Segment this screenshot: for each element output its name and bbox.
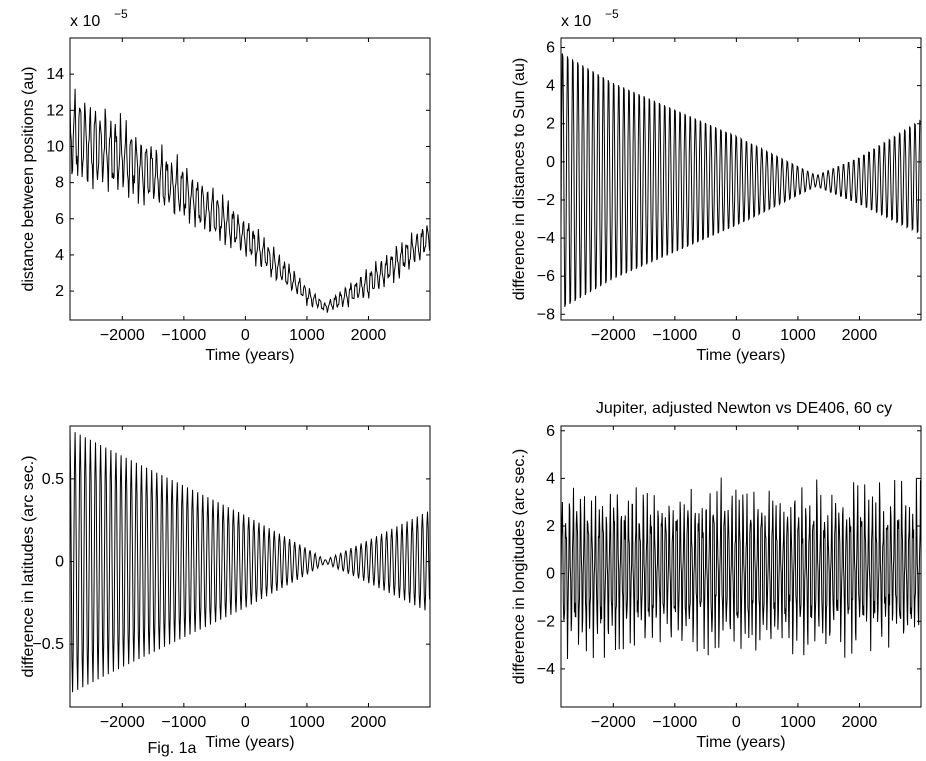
x-axis-label-p3: Time (years) <box>205 734 294 751</box>
x-tick-label-p4: −2000 <box>591 714 636 731</box>
x-tick-label-p2: 2000 <box>842 327 878 344</box>
y-tick-label-p3: −0.5 <box>32 636 64 653</box>
chart-p3: −2000 −1000 0 1000 2000 −0.5 0 0.5 Time (years) d… <box>20 425 431 751</box>
y-tick-label-p1: 4 <box>55 247 64 264</box>
series-line-p4 <box>561 477 921 660</box>
x-tick-label-p2: −2000 <box>591 327 636 344</box>
x-tick-label-p1: 1000 <box>289 327 325 344</box>
axes-frame-p2 <box>560 37 922 321</box>
x-tick-label-p1: 0 <box>241 327 250 344</box>
series-line-p3 <box>70 429 430 693</box>
y-tick-label-p4: 4 <box>546 470 555 487</box>
x-tick-label-p2: 1000 <box>780 327 816 344</box>
y-tick-label-p1: 14 <box>46 66 64 83</box>
x-tick-label-p3: −2000 <box>100 714 145 731</box>
figure-caption: Fig. 1a <box>148 740 197 757</box>
y-tick-label-p1: 6 <box>55 211 64 228</box>
x-tick-label-p3: −1000 <box>161 714 206 731</box>
y-tick-label-p2: 0 <box>546 154 555 171</box>
x-axis-label-p1: Time (years) <box>205 347 294 364</box>
exponent-power-p1: −5 <box>114 7 128 21</box>
exponent-label-p2: x 10 <box>561 13 591 30</box>
x-axis-label-p4: Time (years) <box>696 734 785 751</box>
chart-p2: −2000 −1000 0 1000 2000 −8 −6 −4 −2 0 2 4 6 Time (yea… <box>511 7 922 364</box>
y-tick-label-p2: 2 <box>546 116 555 133</box>
y-tick-label-p1: 10 <box>46 138 64 155</box>
axes-frame-p3 <box>69 425 431 708</box>
y-tick-label-p1: 12 <box>46 102 64 119</box>
chart-title-p4: Jupiter, adjusted Newton vs DE406, 60 cy <box>596 400 892 417</box>
x-tick-label-p4: 1000 <box>780 714 816 731</box>
y-tick-label-p2: −2 <box>537 192 555 209</box>
x-tick-label-p2: 0 <box>732 327 741 344</box>
y-tick-label-p2: −4 <box>537 230 555 247</box>
chart-p1: −2000 −1000 0 1000 2000 2 4 6 8 10 12 14 Time (years… <box>20 7 431 364</box>
y-tick-label-p2: 4 <box>546 78 555 95</box>
x-tick-label-p4: 2000 <box>842 714 878 731</box>
x-tick-label-p4: 0 <box>732 714 741 731</box>
x-tick-label-p3: 1000 <box>289 714 325 731</box>
y-axis-label-p4: difference in longitudes (arc sec.) <box>511 449 528 684</box>
exponent-label-p1: x 10 <box>70 13 100 30</box>
y-tick-label-p2: −8 <box>537 306 555 323</box>
y-tick-label-p3: 0.5 <box>42 471 64 488</box>
y-axis-label-p2: difference in distances to Sun (au) <box>511 58 528 301</box>
axes-frame-p4 <box>560 425 922 708</box>
x-tick-label-p3: 0 <box>241 714 250 731</box>
y-tick-label-p2: −6 <box>537 268 555 285</box>
y-tick-label-p1: 8 <box>55 175 64 192</box>
y-axis-label-p3: difference in latitudes (arc sec.) <box>20 455 37 677</box>
y-tick-label-p2: 6 <box>546 40 555 57</box>
y-tick-label-p4: −2 <box>537 613 555 630</box>
y-tick-label-p4: 6 <box>546 423 555 440</box>
exponent-power-p2: −5 <box>605 7 619 21</box>
series-line-p1 <box>70 88 430 313</box>
y-tick-label-p1: 2 <box>55 283 64 300</box>
x-tick-label-p1: 2000 <box>351 327 387 344</box>
axes-frame-p1 <box>69 37 431 321</box>
x-tick-label-p1: −1000 <box>161 327 206 344</box>
x-tick-label-p2: −1000 <box>652 327 697 344</box>
x-tick-label-p3: 2000 <box>351 714 387 731</box>
series-line-p2 <box>561 53 921 308</box>
y-tick-label-p4: 2 <box>546 518 555 535</box>
chart-p4: −2000 −1000 0 1000 2000 −4 −2 0 2 4 6 Time (years) d… <box>511 400 922 751</box>
x-axis-label-p2: Time (years) <box>696 347 785 364</box>
x-tick-label-p4: −1000 <box>652 714 697 731</box>
y-tick-label-p4: 0 <box>546 566 555 583</box>
y-tick-label-p4: −4 <box>537 661 555 678</box>
y-tick-label-p3: 0 <box>55 554 64 571</box>
x-tick-label-p1: −2000 <box>100 327 145 344</box>
y-axis-label-p1: distance between positions (au) <box>20 66 37 291</box>
